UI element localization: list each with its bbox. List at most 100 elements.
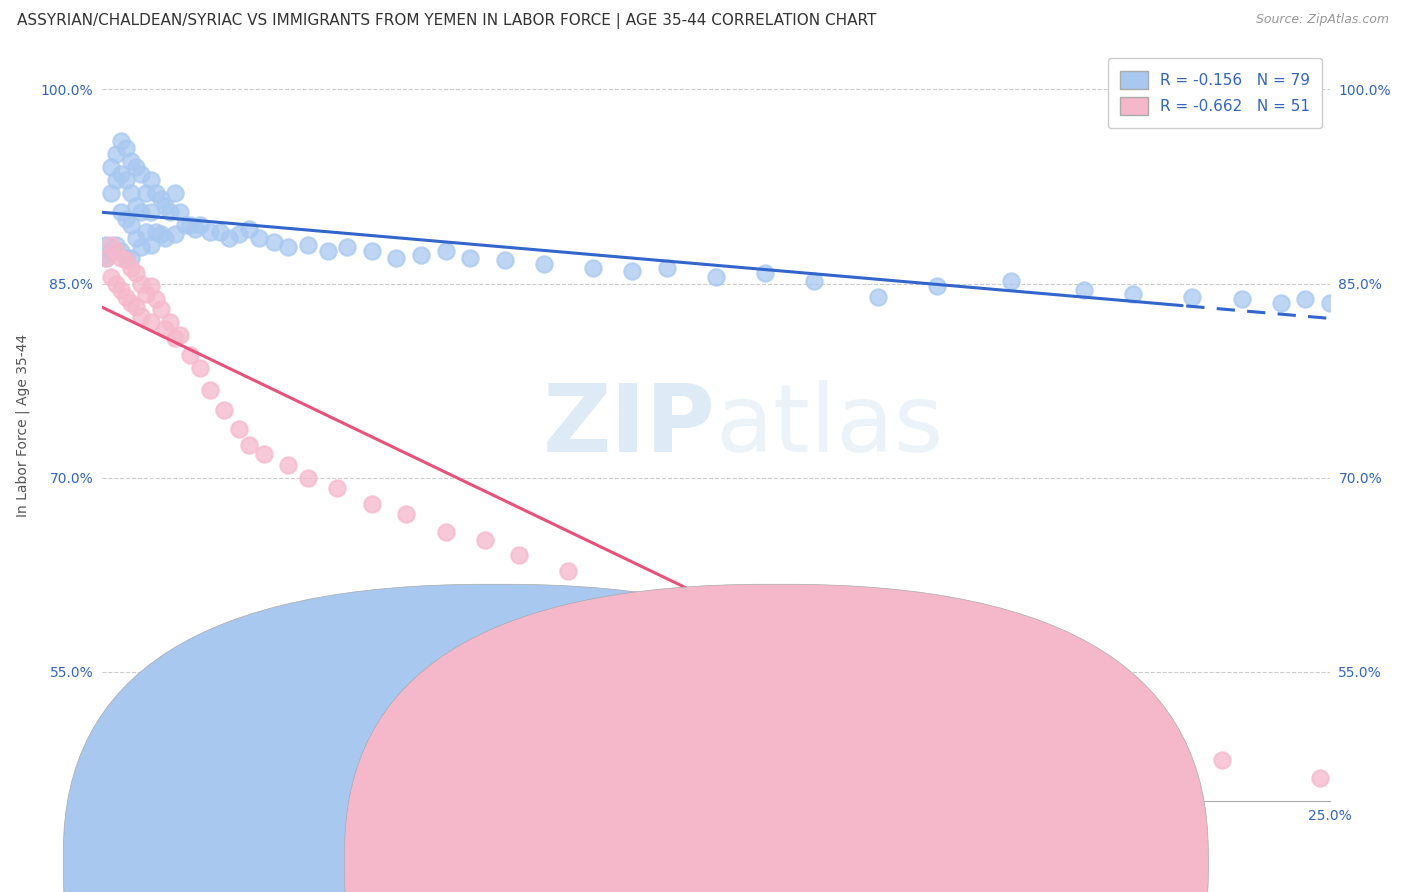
Point [621, 652, 644, 666]
Point [149, 302, 172, 317]
Point [409, 248, 432, 262]
Point [125, 266, 148, 280]
Point [557, 564, 579, 578]
Point [96, 251, 118, 265]
Point [188, 360, 211, 375]
Point [125, 231, 148, 245]
Point [145, 186, 167, 200]
Point [395, 507, 418, 521]
Point [533, 257, 555, 271]
Point [263, 235, 285, 250]
Point [115, 253, 138, 268]
Point [105, 147, 128, 161]
Point [115, 211, 138, 226]
Point [1211, 753, 1233, 767]
Point [120, 296, 142, 310]
Point [105, 244, 128, 259]
Point [434, 244, 457, 259]
Point [179, 348, 201, 362]
Point [120, 186, 142, 200]
Point [297, 237, 319, 252]
Point [208, 225, 231, 239]
Point [754, 266, 776, 280]
Point [165, 227, 187, 242]
Point [159, 315, 181, 329]
Point [129, 277, 152, 291]
Text: ZIP: ZIP [543, 380, 716, 472]
Point [125, 160, 148, 174]
Point [120, 153, 142, 168]
Point [218, 231, 240, 245]
Point [1033, 719, 1056, 733]
Point [120, 251, 142, 265]
Point [360, 497, 382, 511]
Point [100, 237, 122, 252]
Point [316, 244, 339, 259]
Point [474, 533, 496, 547]
Point [139, 279, 162, 293]
Point [145, 225, 167, 239]
Point [110, 167, 132, 181]
Point [228, 421, 250, 435]
Point [277, 458, 299, 472]
Point [326, 481, 349, 495]
Point [165, 186, 187, 200]
Point [1230, 292, 1253, 306]
Point [188, 219, 211, 233]
Point [837, 678, 859, 692]
Point [655, 261, 678, 276]
Point [129, 309, 152, 323]
Point [110, 244, 132, 259]
Point [1122, 736, 1144, 750]
Point [129, 240, 152, 254]
Point [100, 186, 122, 200]
Text: atlas: atlas [716, 380, 943, 472]
Point [155, 231, 177, 245]
Point [228, 227, 250, 242]
Point [336, 240, 359, 254]
Point [1181, 289, 1204, 303]
Point [155, 199, 177, 213]
Point [110, 205, 132, 219]
Point [145, 292, 167, 306]
Point [139, 315, 162, 329]
Point [135, 287, 157, 301]
Point [139, 173, 162, 187]
Point [214, 403, 236, 417]
Point [115, 251, 138, 265]
Point [96, 237, 118, 252]
Point [96, 251, 118, 265]
Point [159, 205, 181, 219]
Point [720, 658, 742, 673]
Point [297, 471, 319, 485]
Point [1073, 283, 1095, 297]
Point [360, 244, 382, 259]
Point [238, 222, 260, 236]
Point [925, 279, 948, 293]
Point [621, 263, 644, 277]
Point [115, 289, 138, 303]
Point [494, 253, 516, 268]
Point [100, 244, 122, 259]
Point [120, 219, 142, 233]
Point [508, 549, 530, 563]
Point [135, 225, 157, 239]
Point [779, 667, 801, 681]
Point [1319, 296, 1341, 310]
Point [866, 289, 889, 303]
Point [120, 261, 142, 276]
Point [129, 167, 152, 181]
Point [125, 300, 148, 314]
Point [100, 270, 122, 285]
Point [135, 186, 157, 200]
Point [184, 222, 207, 236]
Point [434, 524, 457, 539]
Point [1309, 771, 1331, 785]
Point [1122, 287, 1144, 301]
Point [115, 173, 138, 187]
Point [277, 240, 299, 254]
Text: ASSYRIAN/CHALDEAN/SYRIAC VS IMMIGRANTS FROM YEMEN IN LABOR FORCE | AGE 35-44 COR: ASSYRIAN/CHALDEAN/SYRIAC VS IMMIGRANTS F… [17, 13, 876, 29]
Point [115, 141, 138, 155]
Point [458, 251, 481, 265]
Point [105, 237, 128, 252]
